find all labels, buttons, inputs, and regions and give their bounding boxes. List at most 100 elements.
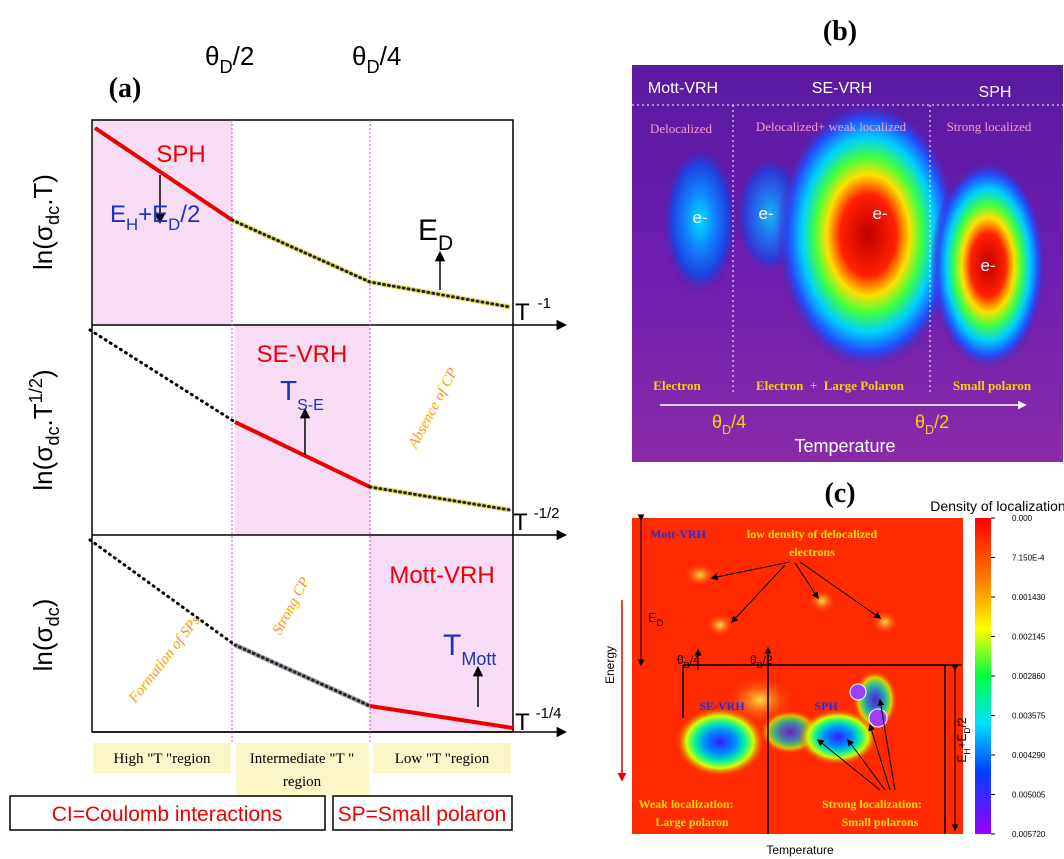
heat-spot xyxy=(850,684,866,700)
text-part: T xyxy=(515,299,530,326)
carrier-label: e- xyxy=(758,204,773,223)
legend-text: CI=Coulomb interactions xyxy=(52,803,283,826)
text-part: D xyxy=(168,215,180,234)
colorbar-tick-label: 0.000 xyxy=(1012,514,1033,523)
curve xyxy=(232,220,510,307)
annotation: electrons xyxy=(789,545,835,559)
text-part: D xyxy=(925,423,934,437)
curve-halo xyxy=(232,220,510,307)
curve xyxy=(235,645,370,706)
text-part: +E xyxy=(955,733,969,748)
gap-label: EH+ED/2 xyxy=(955,717,972,762)
y-axis-label: ln(σdc) xyxy=(28,599,63,672)
curve xyxy=(370,487,510,510)
colorbar-ticks: 0.0007.150E-40.0014300.0021450.0028600.0… xyxy=(991,514,1046,839)
text-part: θ xyxy=(915,412,925,432)
heat-spot xyxy=(684,563,716,587)
text-part: dc xyxy=(43,607,63,626)
colorbar-tick-label: 0.003575 xyxy=(1012,712,1046,721)
species-label: Small polaron xyxy=(953,378,1032,393)
text-part: /2 xyxy=(934,412,949,432)
annotation: Large polaron xyxy=(655,815,729,829)
text-part: /2 xyxy=(233,41,255,71)
curve xyxy=(90,540,235,645)
carrier-label: e- xyxy=(980,256,995,275)
heatmap-background xyxy=(632,518,963,834)
species-label: Electron xyxy=(653,378,701,393)
text-part: T xyxy=(513,509,528,536)
carrier-label: e- xyxy=(692,208,707,227)
panel-label: (c) xyxy=(824,478,855,509)
mechanism-label: SPH xyxy=(156,141,205,168)
text-part: .T xyxy=(28,403,58,426)
text-part: T xyxy=(280,375,297,406)
theta-label: θD/2 xyxy=(205,41,254,77)
axis-label: Energy xyxy=(603,646,617,684)
text-part: Mott xyxy=(461,649,496,669)
panel-a: (a) θD/2 θD/4 ln(σdc.T) ln(σdc.T1/2) ln(… xyxy=(10,41,565,830)
colorbar-tick-label: 0.002145 xyxy=(1012,633,1046,642)
mechanism-label: SE-VRH xyxy=(812,80,872,97)
text-part: T xyxy=(443,629,461,662)
note: Formation of SPs xyxy=(125,613,203,707)
heat-blob xyxy=(675,707,765,777)
region-label: High "T "region xyxy=(114,751,211,767)
mechanism-label: Mott-VRH xyxy=(650,527,707,541)
text-part: D xyxy=(366,57,379,77)
text-part: H xyxy=(126,215,138,234)
text-part: θ xyxy=(205,41,219,71)
mechanism-label: SPH xyxy=(979,84,1012,101)
text-part: T xyxy=(515,709,530,736)
text-part: ln(σ xyxy=(28,446,58,491)
mechanism-label: Mott-VRH xyxy=(389,562,494,589)
text-part: E xyxy=(648,610,657,625)
text-part: ln(σ xyxy=(28,225,58,270)
y-axis-label: ln(σdc.T1/2) xyxy=(26,369,63,490)
colorbar-tick-label: 0.004290 xyxy=(1012,751,1046,760)
text-part: S-E xyxy=(297,397,324,414)
text-part: D xyxy=(722,423,731,437)
text-part: θ xyxy=(352,41,366,71)
text-part: D xyxy=(438,232,453,255)
note: Strong CP xyxy=(270,575,313,638)
region-label: Intermediate "T " xyxy=(250,751,354,767)
text-part: E xyxy=(418,214,438,247)
heat-spot xyxy=(706,613,734,637)
heat-spot xyxy=(871,610,899,634)
text-part: D xyxy=(219,57,232,77)
colorbar-tick-label: 7.150E-4 xyxy=(1012,554,1045,563)
energy-label: ED xyxy=(418,214,453,255)
page: { "panel_a": { "label": "(a)", "theta_la… xyxy=(0,0,1064,859)
mechanism-label: SE-VRH xyxy=(699,699,745,713)
text-part: /4 xyxy=(380,41,402,71)
state-label: Strong localized xyxy=(947,119,1032,134)
colorbar-tick-label: 0.005720 xyxy=(1012,830,1046,839)
theta-label: θD/4 xyxy=(352,41,401,77)
axis-label: Temperature xyxy=(766,843,834,857)
legend-text: SP=Small polaron xyxy=(338,803,507,826)
annotation: Small polarons xyxy=(842,815,919,829)
x-axis-label: T-1/2 xyxy=(513,505,560,536)
heat-spot xyxy=(808,589,836,613)
colorbar-tick-label: 0.002860 xyxy=(1012,672,1046,681)
state-label: Delocalized xyxy=(650,121,713,136)
note: Absence of CP xyxy=(405,365,461,451)
text-part: /2 xyxy=(955,717,969,727)
annotation: Weak localization: xyxy=(639,797,734,811)
mechanism-label: SE-VRH xyxy=(257,341,348,368)
state-label: Delocalized+ weak localized xyxy=(756,119,907,134)
text-part: E xyxy=(110,201,126,228)
text-part: -1 xyxy=(538,295,551,312)
text-part: E xyxy=(955,755,969,763)
colorbar-title: Density of localization xyxy=(930,498,1064,514)
text-part: dc xyxy=(43,426,63,445)
colorbar xyxy=(975,518,991,834)
annotation: Strong localization: xyxy=(822,797,922,811)
species-label: Electron + Large Polaron xyxy=(756,378,905,393)
text-part: +E xyxy=(138,201,168,228)
text-part: /4 xyxy=(731,412,746,432)
text-part: θ xyxy=(712,412,722,432)
region-label: Low "T "region xyxy=(395,751,490,767)
axis-label: Temperature xyxy=(794,436,895,456)
colorbar-tick-label: 0.005005 xyxy=(1012,791,1046,800)
